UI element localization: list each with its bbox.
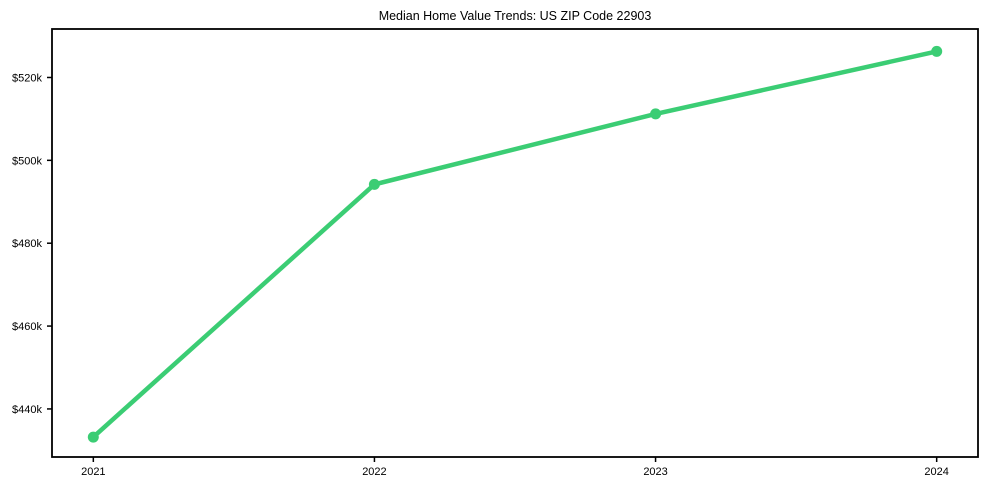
y-axis-tick-label: $480k — [12, 238, 42, 250]
chart-title: Median Home Value Trends: US ZIP Code 22… — [379, 9, 652, 23]
x-axis-tick-label: 2021 — [81, 466, 105, 478]
y-axis-tick-label: $500k — [12, 155, 42, 167]
y-axis-tick-label: $520k — [12, 72, 42, 84]
data-point-marker — [87, 431, 99, 443]
data-point-marker — [931, 45, 943, 57]
data-point-marker — [368, 178, 380, 190]
data-point-marker — [650, 108, 662, 120]
trend-line — [91, 49, 939, 440]
x-axis-tick-label: 2023 — [643, 466, 667, 478]
x-axis-tick-label: 2024 — [924, 466, 948, 478]
x-axis-tick-label: 2022 — [362, 466, 386, 478]
y-axis-tick-label: $460k — [12, 321, 42, 333]
y-axis-tick-label: $440k — [12, 404, 42, 416]
